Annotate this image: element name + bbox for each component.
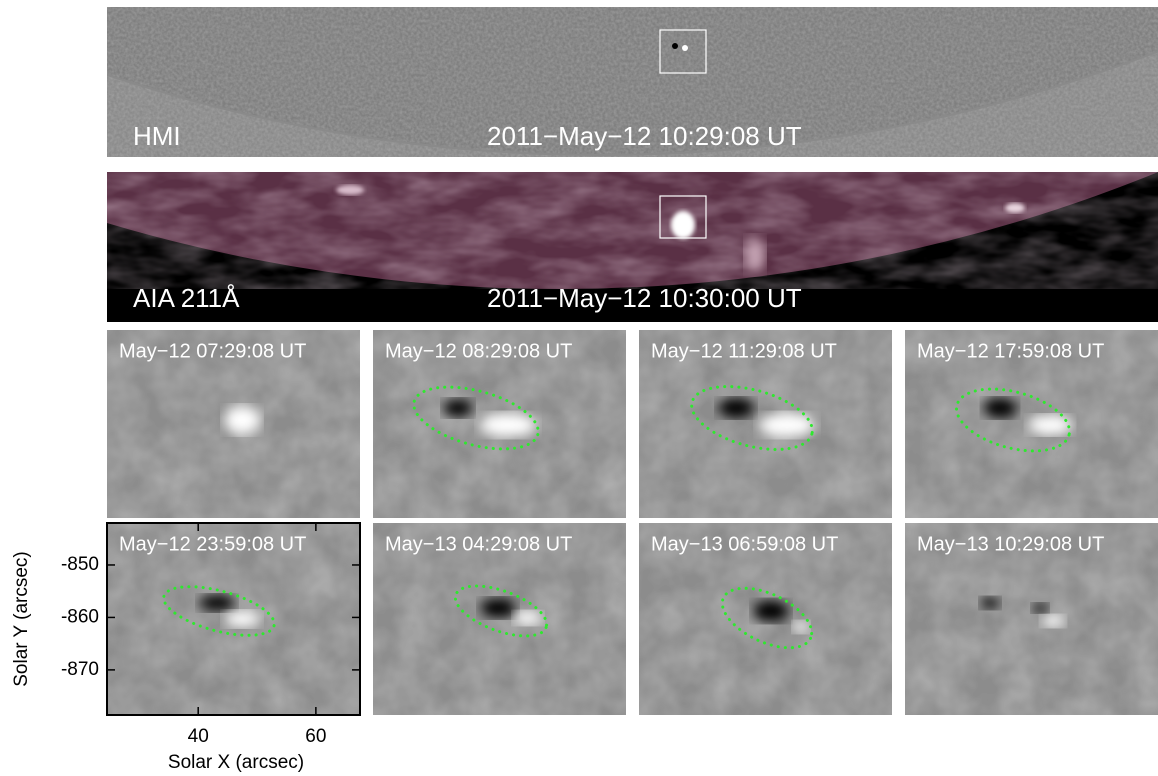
hmi-time: 2011−May−12 10:29:08 UT [487,121,802,151]
panel-time: May−12 23:59:08 UT [119,533,306,555]
aia-time: 2011−May−12 10:30:00 UT [487,283,802,313]
positive-polarity [224,611,260,627]
negative-polarity [983,398,1017,418]
positive-polarity [759,413,815,437]
negative-polarity [480,598,516,618]
panel-time: May−12 17:59:08 UT [917,340,1104,362]
negative-polarity [443,399,473,417]
hmi-label: HMI [133,121,181,151]
panel-time: May−12 11:29:08 UT [651,340,837,362]
x-axis-label: Solar X (arcsec) [168,752,304,773]
x-tick-label: 40 [188,726,209,747]
positive-polarity [224,406,260,434]
zoom-panels: May−12 07:29:08 UT May−12 08:29:08 UT May−… [61,330,1158,747]
x-tick-label: 60 [305,726,326,747]
negative-polarity [980,597,1000,609]
panel-time: May−13 04:29:08 UT [385,533,572,555]
y-axis-label: Solar Y (arcsec) [11,551,32,687]
negative-polarity [1032,603,1048,613]
positive-polarity [1041,615,1065,627]
positive-polarity [793,621,809,633]
panel-time: May−12 07:29:08 UT [119,340,306,362]
panel-time: May−13 06:59:08 UT [651,533,838,555]
positive-polarity [480,413,536,437]
y-tick-label: -860 [61,606,99,627]
panel-time: May−13 10:29:08 UT [917,533,1104,555]
y-tick-label: -850 [61,554,99,575]
panel-time: May−12 08:29:08 UT [385,340,572,362]
positive-polarity [514,611,542,625]
aia-label: AIA 211Å [133,283,240,313]
figure: HMI 2011−May−12 10:29:08 UT AIA 211Å 201… [0,0,1158,776]
negative-polarity [718,398,754,418]
negative-polarity [199,595,235,611]
y-tick-label: -870 [61,659,99,680]
positive-polarity [1028,415,1072,435]
negative-polarity [753,600,789,622]
